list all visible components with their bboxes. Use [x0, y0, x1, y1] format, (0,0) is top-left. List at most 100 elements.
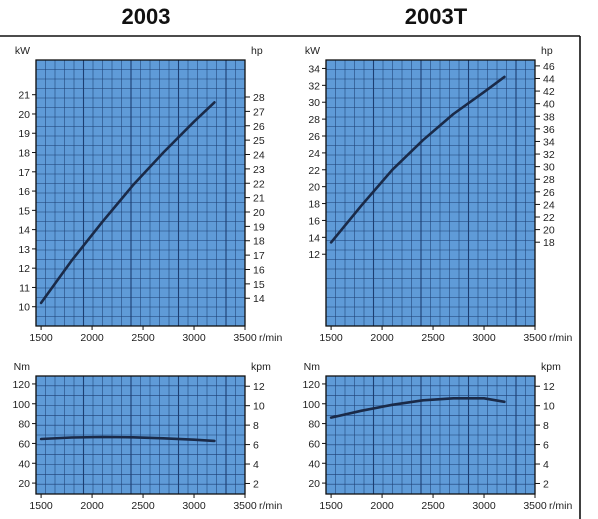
y-right-tick-label: 27 — [253, 106, 265, 118]
series-point — [360, 204, 363, 207]
series-point — [162, 437, 165, 440]
x-tick-label: 2500 — [421, 332, 445, 344]
y-right-tick-label: 18 — [543, 237, 555, 249]
y-tick-label: 120 — [302, 379, 320, 391]
y-tick-label: 14 — [308, 232, 320, 244]
chart-torque-2003 — [32, 375, 250, 498]
series-point — [213, 440, 216, 442]
plot-frame — [35, 59, 246, 327]
y-tick-label: 20 — [18, 109, 30, 121]
y-tick-label: 32 — [308, 80, 320, 92]
y-tick-label: 100 — [302, 399, 320, 411]
y-right-tick-label: 6 — [543, 440, 549, 452]
y-tick-label: 12 — [18, 263, 30, 275]
y-right-tick-label: 4 — [253, 459, 259, 471]
series-point — [503, 75, 506, 78]
y-right-tick-label: 8 — [543, 420, 549, 432]
y-right-tick-label: 24 — [253, 150, 265, 162]
x-tick-label: 3000 — [472, 500, 496, 512]
y-right-tick-label: 19 — [253, 221, 265, 233]
y-right-axis-unit: kpm — [541, 361, 561, 373]
y-tick-label: 80 — [18, 419, 30, 431]
x-axis-unit: r/min — [259, 332, 282, 344]
x-tick-label: 1500 — [319, 500, 343, 512]
series-point — [421, 139, 424, 142]
y-tick-label: 19 — [18, 128, 30, 140]
y-tick-label: 60 — [308, 438, 320, 450]
y-tick-label: 40 — [18, 458, 30, 470]
y-right-tick-label: 38 — [543, 111, 555, 123]
x-tick-label: 3000 — [182, 500, 206, 512]
y-tick-label: 18 — [18, 148, 30, 160]
series-point — [503, 400, 506, 403]
y-right-tick-label: 44 — [543, 73, 555, 85]
x-axis-unit: r/min — [549, 500, 572, 512]
y-tick-label: 22 — [308, 165, 320, 177]
y-right-tick-label: 17 — [253, 250, 265, 262]
y-right-tick-label: 22 — [253, 178, 265, 190]
series-point — [391, 168, 394, 171]
y-tick-label: 11 — [19, 282, 30, 294]
series-point — [452, 113, 455, 115]
series-point — [483, 91, 485, 93]
x-tick-label: 3500 — [523, 500, 547, 512]
series-point — [131, 436, 134, 439]
y-right-axis-unit: kpm — [251, 361, 271, 373]
y-tick-label: 18 — [308, 199, 320, 211]
x-tick-label: 2000 — [80, 332, 104, 344]
y-tick-label: 40 — [308, 458, 320, 470]
x-tick-label: 3000 — [472, 332, 496, 344]
y-axis-unit: kW — [305, 45, 320, 57]
y-tick-label: 80 — [308, 419, 320, 431]
y-right-tick-label: 28 — [543, 174, 555, 186]
series-point — [101, 221, 104, 223]
y-tick-label: 13 — [18, 244, 30, 256]
plot-frame — [35, 375, 246, 495]
y-right-tick-label: 14 — [253, 293, 265, 305]
y-axis-unit: Nm — [14, 361, 31, 373]
y-right-axis-unit: hp — [541, 45, 553, 57]
x-tick-label: 1500 — [29, 332, 53, 344]
series-point — [330, 241, 332, 244]
y-right-tick-label: 2 — [253, 478, 259, 490]
y-right-tick-label: 21 — [253, 193, 265, 205]
x-tick-label: 1500 — [319, 332, 343, 344]
y-right-tick-label: 16 — [253, 264, 265, 276]
y-axis-unit: kW — [15, 45, 30, 57]
y-right-tick-label: 30 — [543, 162, 555, 174]
y-tick-label: 20 — [308, 478, 320, 490]
charts-layer: 1500 2000 2500 3000 3500 r/min101112131415161… — [12, 45, 572, 512]
y-tick-label: 17 — [18, 167, 30, 179]
y-right-tick-label: 40 — [543, 99, 555, 111]
series-point — [101, 436, 104, 438]
series-point — [193, 438, 195, 441]
y-right-tick-label: 34 — [543, 136, 555, 148]
chart-power-2003 — [32, 59, 250, 330]
x-tick-label: 3500 — [233, 500, 257, 512]
y-tick-label: 30 — [308, 97, 320, 109]
y-tick-label: 16 — [308, 215, 320, 227]
y-tick-label: 24 — [308, 148, 320, 160]
y-tick-label: 10 — [18, 302, 30, 314]
y-right-tick-label: 28 — [253, 92, 265, 104]
x-tick-label: 2500 — [421, 500, 445, 512]
series-point — [131, 184, 134, 187]
x-tick-label: 2000 — [370, 332, 394, 344]
series-point — [421, 399, 424, 402]
y-right-tick-label: 32 — [543, 149, 555, 161]
series-point — [70, 259, 73, 262]
series-point — [483, 397, 485, 400]
y-right-tick-label: 24 — [543, 199, 555, 211]
x-axis-unit: r/min — [259, 500, 282, 512]
x-tick-label: 3500 — [233, 332, 257, 344]
y-right-tick-label: 4 — [543, 459, 549, 471]
series-point — [40, 301, 42, 304]
y-tick-label: 60 — [18, 438, 30, 450]
series-point — [360, 409, 363, 412]
x-tick-label: 2500 — [131, 500, 155, 512]
y-right-tick-label: 15 — [253, 279, 265, 291]
y-right-tick-label: 36 — [543, 124, 555, 136]
plot-frame — [325, 59, 536, 327]
y-right-tick-label: 10 — [543, 401, 555, 413]
